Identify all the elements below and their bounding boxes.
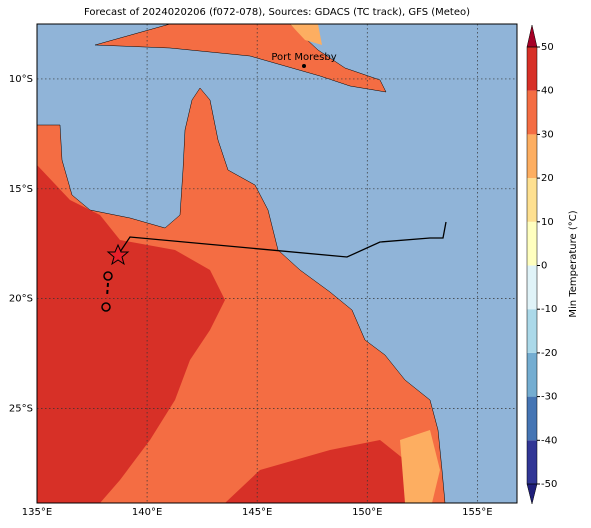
x-tick-label: 145°E (242, 507, 272, 518)
colorbar-tick-label: 50 (541, 42, 554, 53)
colorbar-extend-over (526, 24, 538, 48)
y-tick-label: 20°S (9, 294, 33, 305)
map-frame (36, 23, 518, 504)
y-tick-label: 15°S (9, 184, 33, 195)
colorbar-band (527, 265, 537, 310)
map: Port Moresby (36, 23, 518, 504)
cool-region (400, 430, 440, 503)
tc-track (117, 221, 447, 258)
colorbar-band (527, 396, 537, 441)
colorbar-band (527, 90, 537, 135)
city-label: Port Moresby (271, 52, 336, 63)
colorbar-tick-label: 0 (541, 261, 547, 272)
colorbar-tick-label: -10 (541, 304, 557, 315)
colorbar-band (527, 440, 537, 484)
tc-position (101, 302, 111, 312)
colorbar-tick-label: 30 (541, 129, 554, 140)
tc-track-past (106, 282, 109, 298)
colorbar-tick-label: -20 (541, 348, 557, 359)
tc-position (103, 271, 113, 281)
colorbar-tick-label: 20 (541, 173, 554, 184)
colorbar-tick-label: -40 (541, 435, 557, 446)
colorbar-tick-label: 40 (541, 86, 554, 97)
graticule (36, 24, 517, 503)
colorbar-band (527, 47, 537, 91)
x-tick-label: 140°E (132, 507, 162, 518)
colorbar-extend-under (526, 483, 538, 505)
warm-region (225, 440, 410, 503)
colorbar-label: Min Temperature (°C) (568, 210, 579, 317)
tc-current (106, 243, 130, 266)
colorbar-band (527, 352, 537, 397)
colorbar-band (527, 178, 537, 222)
colorbar-tick-label: -30 (541, 392, 557, 403)
x-tick-label: 150°E (352, 507, 382, 518)
colorbar-band (527, 134, 537, 179)
x-tick-label: 155°E (462, 507, 492, 518)
y-tick-label: 25°S (9, 404, 33, 415)
city-marker (302, 64, 306, 68)
colorbar-tick-label: -50 (541, 479, 557, 490)
colorbar-tick-label: 10 (541, 217, 554, 228)
warm-region (37, 165, 225, 503)
new-guinea-highland (290, 24, 322, 45)
colorbar: -50 -40 -30 -20 -10 0 10 20 30 40 50 (526, 24, 557, 505)
x-tick-label: 135°E (22, 507, 52, 518)
title: Forecast of 2024020206 (f072-078), Sourc… (84, 7, 470, 18)
colorbar-band (527, 309, 537, 353)
y-tick-label: 10°S (9, 74, 33, 85)
colorbar-band (527, 221, 537, 266)
